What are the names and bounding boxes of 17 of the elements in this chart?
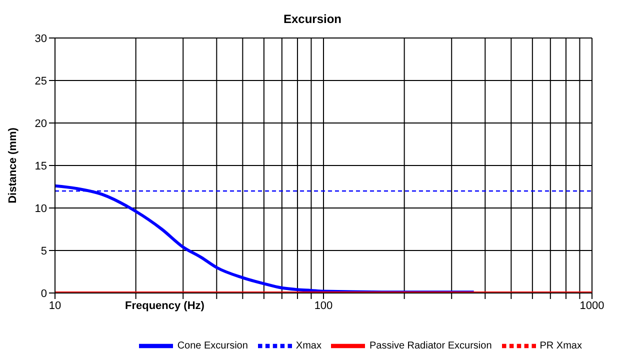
y-axis-title: Distance (mm) (6, 127, 19, 204)
x-tick-label: 10 (48, 300, 62, 312)
y-tick-label: 20 (34, 118, 47, 130)
x-tick-label: 1000 (580, 300, 604, 312)
y-tick-label: 15 (34, 160, 47, 172)
legend-label: Xmax (296, 340, 322, 352)
y-tick-label: 5 (40, 245, 47, 258)
x-tick-label: 100 (314, 300, 333, 312)
y-tick-label: 10 (34, 202, 47, 215)
chart-title: Excursion (282, 11, 343, 28)
legend-label: Passive Radiator Excursion (369, 340, 492, 352)
x-axis-title: Frequency (Hz) (125, 300, 205, 312)
y-tick-label: 0 (40, 288, 47, 300)
y-tick-label: 25 (34, 75, 47, 88)
y-tick-label: 30 (34, 32, 47, 45)
legend-label: PR Xmax (540, 340, 582, 352)
legend-label: Cone Excursion (177, 340, 248, 352)
